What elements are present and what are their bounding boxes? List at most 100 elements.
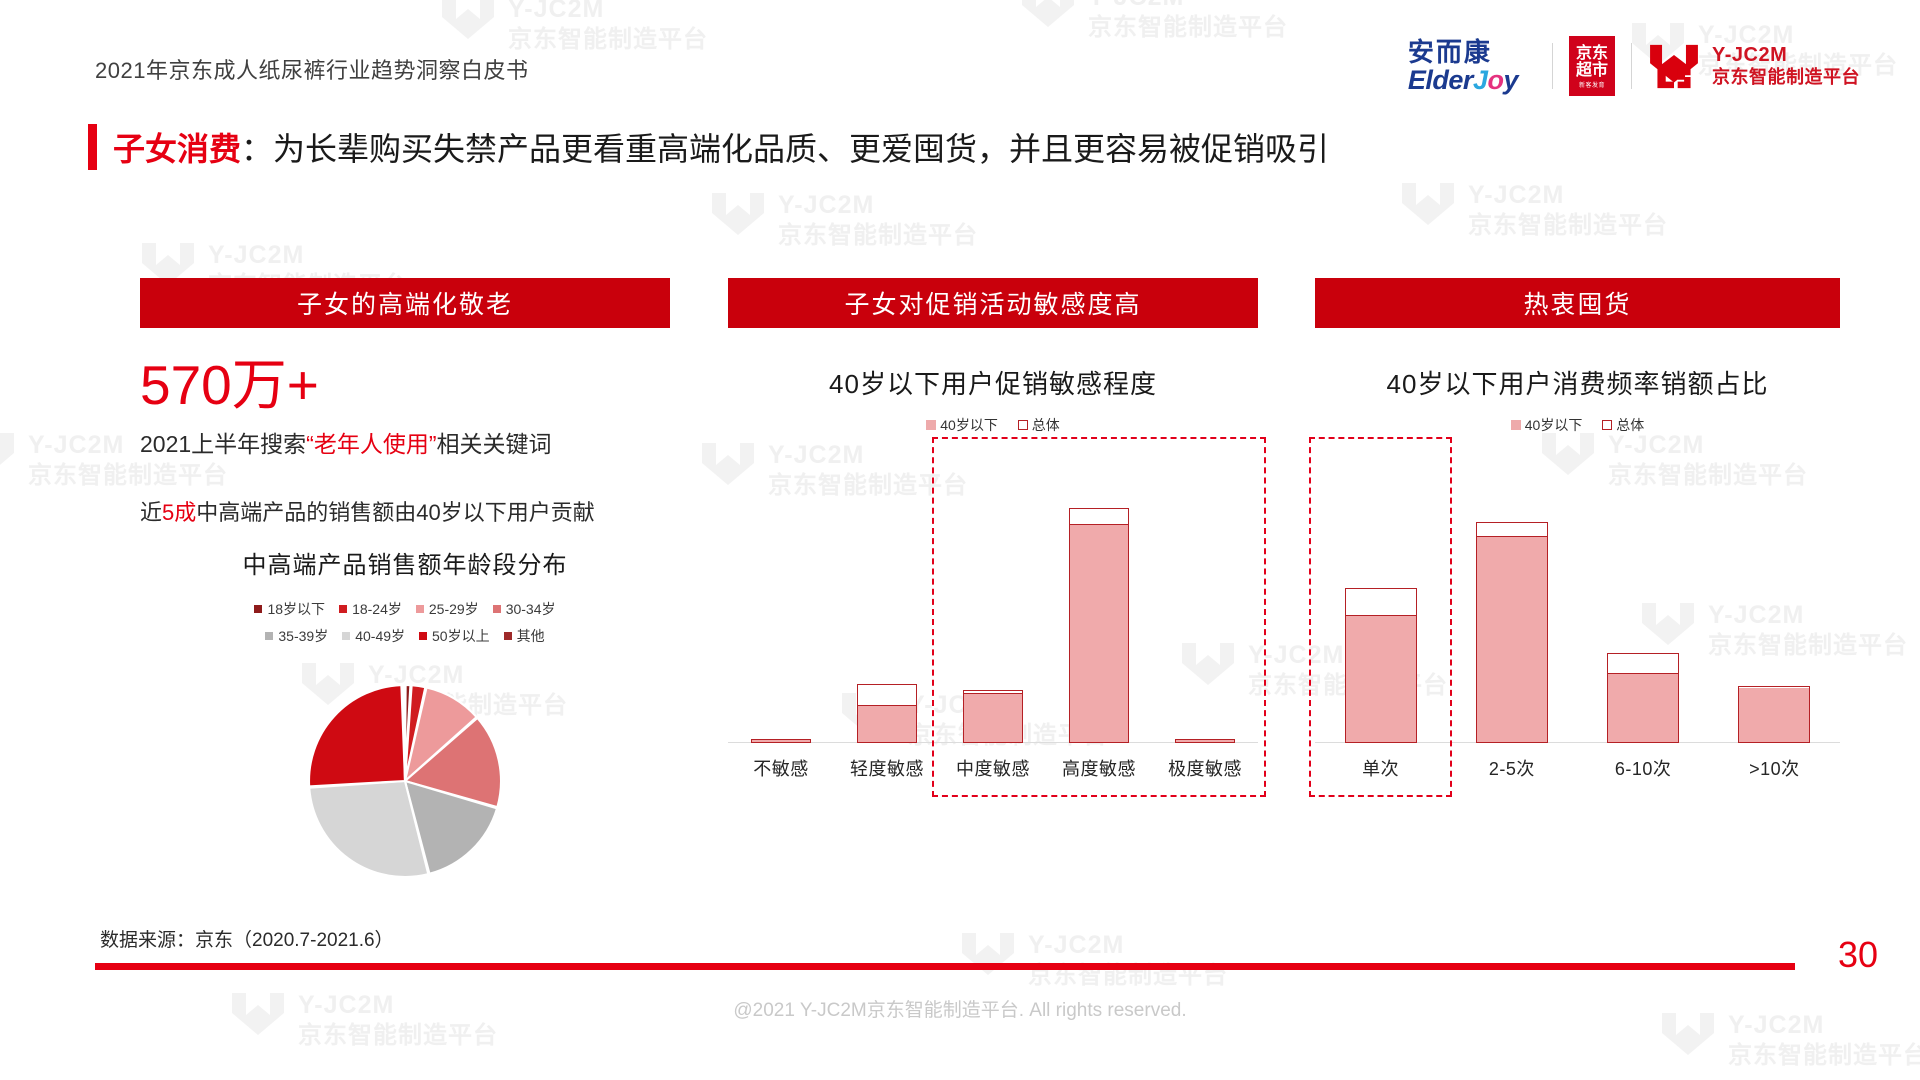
watermark-logo-icon (1400, 181, 1456, 241)
pie-legend-label: 25-29岁 (428, 601, 479, 617)
watermark-logo-icon (710, 191, 766, 251)
bar-group (1069, 453, 1129, 743)
watermark-logo-icon (960, 931, 1016, 991)
jd-mart-line3: 新客发育 (1578, 82, 1605, 89)
legend-swatch-sub (926, 420, 937, 430)
bar-stack (857, 453, 917, 743)
bar-group (1344, 453, 1417, 743)
bar-stack (963, 453, 1023, 743)
watermark: Y-JC2M 京东智能制造平台 (440, 0, 708, 55)
pie-legend-swatch (342, 631, 351, 640)
watermark-en: Y-JC2M (1088, 0, 1288, 13)
pie-legend-swatch (254, 605, 263, 613)
pie-legend-swatch (503, 631, 512, 640)
bar-stack (1069, 453, 1129, 743)
watermark-logo-icon (440, 0, 496, 54)
bar-category-label: 单次 (1362, 759, 1400, 779)
bar-category-label: 极度敏感 (1168, 759, 1242, 779)
bar-sub (1069, 523, 1129, 743)
bar-group (751, 453, 811, 743)
bar-group (857, 453, 917, 743)
watermark: Y-JC2M 京东智能制造平台 (710, 190, 978, 251)
bar-stack (1475, 453, 1548, 743)
headline: 子女消费：为长辈购买失禁产品更看重高端化品质、更爱囤货，并且更容易被促销吸引 (88, 124, 1329, 170)
watermark: Y-JC2M京东智能制造平台 (1020, 0, 1288, 43)
pie-chart-svg (307, 684, 503, 879)
legend-label-total: 总体 (1616, 417, 1645, 433)
bar-sub (751, 740, 811, 743)
watermark-cn: 京东智能制造平台 (298, 1022, 498, 1050)
footer-rule (95, 963, 1795, 970)
pie-legend-item: 35-39岁 (265, 623, 328, 650)
right-bar-chart: 单次 2-5次 6-10次 >10次 (1309, 437, 1840, 797)
watermark-en: Y-JC2M (1028, 931, 1125, 959)
bar-sub (963, 693, 1023, 743)
pie-legend-label: 其他 (516, 627, 545, 644)
legend-swatch-total (1602, 420, 1613, 430)
elderjoy-y-text: y (1503, 64, 1518, 95)
elderjoy-elder-text: Elder (1407, 64, 1474, 95)
watermark-cn: 京东智能制造平台 (1468, 212, 1668, 240)
bar-stack (1738, 453, 1811, 743)
headline-text: 子女消费：为长辈购买失禁产品更看重高端化品质、更爱囤货，并且更容易被促销吸引 (113, 124, 1329, 170)
elderjoy-j-text: J (1472, 64, 1488, 95)
line2-highlight: 5成 (162, 500, 197, 525)
bar-group (963, 453, 1023, 743)
bar-group (1175, 453, 1235, 743)
pie-legend-item: 30-34岁 (492, 596, 556, 623)
bar-category-label: >10次 (1749, 759, 1800, 779)
bar-group (1738, 453, 1811, 743)
pie-legend-swatch (492, 605, 501, 613)
pie-chart-title: 中高端产品销售额年龄段分布 (242, 552, 568, 579)
right-chart-legend: 40岁以下 总体 (1315, 415, 1840, 435)
panel-left-header: 子女的高端化敬老 (140, 278, 670, 328)
mid-bar-chart: 不敏感 轻度敏感 中度敏感 高度敏感 极度敏感 (728, 437, 1266, 797)
pie-legend-swatch (415, 605, 424, 613)
big-stat-caption: 2021上半年搜索“老年人使用”相关关键词 (140, 425, 670, 459)
pie-legend-label: 40-49岁 (355, 627, 406, 644)
elderjoy-o-text: o (1487, 64, 1504, 95)
headline-rest: ：为长辈购买失禁产品更看重高端化品质、更爱囤货，并且更容易被促销吸引 (241, 131, 1330, 167)
bar-sub (1175, 739, 1235, 743)
bar-category-label: 中度敏感 (956, 759, 1030, 779)
bar-stack (1344, 453, 1417, 743)
jd-supermarket-logo: 京东 超市 新客发育 (1569, 36, 1615, 96)
pie-slice (401, 684, 407, 782)
bar-category-label: 6-10次 (1614, 759, 1672, 779)
jd-mart-line2: 超市 (1575, 61, 1608, 79)
watermark-cn: 京东智能制造平台 (778, 222, 978, 250)
watermark-en: Y-JC2M (508, 0, 605, 23)
elderjoy-logo-cn: 安而康 (1407, 36, 1492, 67)
pie-slice (403, 686, 479, 785)
bar-category-label: 高度敏感 (1062, 759, 1136, 779)
right-axis-line (1315, 742, 1840, 743)
bar-stack (1607, 453, 1680, 743)
pie-legend-label: 18岁以下 (267, 601, 326, 617)
watermark-en: Y-JC2M (778, 191, 875, 219)
pie-legend-label: 18-24岁 (352, 601, 402, 617)
watermark-en: Y-JC2M (208, 241, 305, 269)
legend-item-sub: 40岁以下 (926, 415, 998, 435)
pie-chart (285, 661, 525, 901)
bar-sub (1607, 673, 1680, 743)
pie-legend-label: 50岁以上 (432, 627, 490, 644)
panel-mid-header: 子女对促销活动敏感度高 (728, 278, 1258, 328)
logo-divider (1631, 43, 1632, 89)
pie-legend-swatch (265, 631, 274, 640)
pie-slice (402, 716, 503, 809)
panel-left: 子女的高端化敬老 570万+ 2021上半年搜索“老年人使用”相关关键词 近5成… (140, 278, 670, 901)
pie-slice (308, 780, 430, 879)
stat-sub-pre: 2021上半年搜索 (140, 431, 307, 457)
watermark-cn: 京东智能制造平台 (508, 26, 708, 54)
bar-stack (1175, 453, 1235, 743)
pie-legend-label: 30-34岁 (505, 601, 556, 617)
yjc2m-en-text: Y-JC2M (1712, 43, 1788, 66)
pie-legend-item: 25-29岁 (415, 596, 479, 623)
pie-legend-item: 其他 (503, 623, 545, 650)
page-number: 30 (1837, 934, 1878, 975)
watermark-logo-icon (1020, 0, 1076, 42)
yjc2m-cn-text: 京东智能制造平台 (1712, 67, 1860, 88)
logo-divider (1552, 43, 1553, 89)
pie-slice (403, 779, 499, 876)
